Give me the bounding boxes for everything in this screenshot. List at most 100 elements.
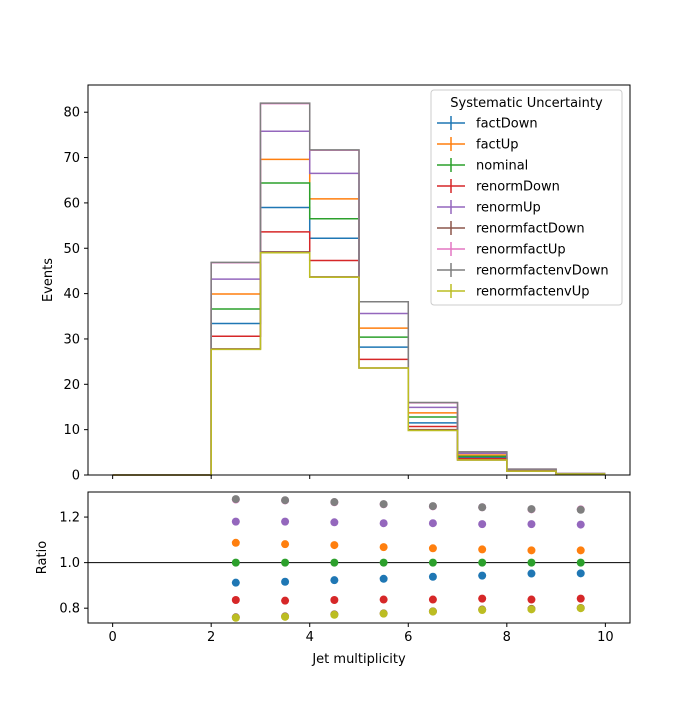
ratio-x-tick-label: 2 — [207, 630, 215, 645]
ratio-panel: 0 2 4 6 8 10 0.8 1.0 1.2 Ratio Jet multiplicity — [35, 491, 631, 667]
ratio-points-group — [231, 495, 585, 622]
ratio-point — [428, 558, 437, 567]
legend-item-renormfactUp: renormfactUp — [437, 242, 566, 258]
ratio-point — [231, 578, 240, 587]
ratio-series-renormUp — [231, 517, 585, 529]
ratio-y-tick-label: 1.2 — [59, 511, 80, 526]
ratio-point — [330, 558, 339, 567]
main-y-tick-label: 10 — [63, 423, 80, 438]
ratio-point — [330, 595, 339, 604]
ratio-point — [379, 609, 388, 618]
legend-item-renormfactenvDown: renormfactenvDown — [437, 263, 609, 279]
ratio-point — [428, 607, 437, 616]
ratio-point — [281, 517, 290, 526]
legend-label: renormfactDown — [476, 222, 585, 237]
ratio-y-tick-label: 1.0 — [59, 556, 80, 571]
x-axis-label: Jet multiplicity — [311, 652, 406, 667]
ratio-axes-frame — [87, 491, 631, 624]
legend-label: factUp — [476, 138, 519, 153]
series-step-renormfactenvDown — [112, 102, 606, 476]
ratio-point — [379, 519, 388, 528]
ratio-x-tick-label: 4 — [306, 630, 314, 645]
ratio-point — [576, 569, 585, 578]
main-y-tick-label: 80 — [63, 106, 80, 121]
ratio-point — [379, 543, 388, 552]
legend-label: renormfactenvUp — [476, 285, 590, 300]
ratio-point — [330, 610, 339, 619]
ratio-point — [478, 558, 487, 567]
main-y-axis-label: Events — [41, 258, 56, 302]
main-panel: 0 10 20 30 40 50 60 70 80 Events Systematic Uncert… — [41, 84, 631, 484]
ratio-point — [231, 613, 240, 622]
ratio-point — [231, 558, 240, 567]
ratio-series-factUp — [231, 538, 585, 555]
legend-label: renormDown — [476, 180, 560, 195]
legend: Systematic Uncertainty factDown factUp nomi… — [430, 89, 623, 306]
ratio-x-tick-label: 8 — [503, 630, 511, 645]
ratio-point — [478, 571, 487, 580]
legend-item-nominal: nominal — [437, 158, 528, 174]
ratio-point — [576, 505, 585, 514]
main-y-tick-label: 40 — [63, 287, 80, 302]
ratio-point — [281, 596, 290, 605]
main-axes-frame — [87, 84, 631, 476]
main-y-tick-label: 20 — [63, 378, 80, 393]
ratio-point — [527, 505, 536, 514]
ratio-series-renormDown — [231, 594, 585, 605]
ratio-series-renormfactenvDown — [231, 495, 585, 514]
main-y-tick-label: 30 — [63, 332, 80, 347]
legend-item-renormfactDown: renormfactDown — [437, 221, 585, 237]
legend-label: renormfactUp — [476, 243, 566, 258]
ratio-x-tick-label: 10 — [597, 630, 614, 645]
legend-item-renormUp: renormUp — [437, 200, 541, 216]
main-y-tick-label: 50 — [63, 242, 80, 257]
ratio-point — [576, 594, 585, 603]
ratio-point — [281, 558, 290, 567]
ratio-point — [428, 502, 437, 511]
ratio-series-nominal — [231, 558, 585, 567]
legend-title: Systematic Uncertainty — [450, 96, 603, 111]
legend-item-factDown: factDown — [437, 116, 538, 132]
ratio-point — [330, 541, 339, 550]
ratio-point — [428, 519, 437, 528]
legend-item-factUp: factUp — [437, 137, 519, 153]
series-step-renormfactenvUp — [112, 252, 606, 476]
ratio-point — [281, 496, 290, 505]
ratio-x-tick-label: 0 — [108, 630, 116, 645]
ratio-point — [527, 546, 536, 555]
main-y-tick-label: 70 — [63, 151, 80, 166]
ratio-plot-area — [88, 492, 630, 623]
ratio-point — [379, 595, 388, 604]
ratio-point — [527, 595, 536, 604]
ratio-series-factDown — [231, 569, 585, 587]
ratio-point — [231, 538, 240, 547]
ratio-point — [576, 604, 585, 613]
ratio-point — [478, 606, 487, 615]
ratio-point — [428, 544, 437, 553]
ratio-x-tick-label: 6 — [404, 630, 412, 645]
legend-frame — [430, 89, 623, 306]
ratio-point — [527, 558, 536, 567]
legend-label: renormUp — [476, 201, 541, 216]
ratio-y-axis-label: Ratio — [35, 541, 50, 574]
ratio-point — [281, 577, 290, 586]
ratio-point — [527, 569, 536, 578]
legend-item-renormfactenvUp: renormfactenvUp — [437, 284, 590, 300]
legend-item-renormDown: renormDown — [437, 179, 560, 195]
ratio-point — [330, 576, 339, 585]
ratio-point — [281, 540, 290, 549]
ratio-point — [379, 558, 388, 567]
ratio-point — [231, 595, 240, 604]
ratio-point — [330, 498, 339, 507]
legend-label: factDown — [476, 117, 538, 132]
ratio-point — [428, 572, 437, 581]
ratio-point — [478, 503, 487, 512]
main-y-tick-label: 0 — [72, 469, 80, 484]
main-y-tick-label: 60 — [63, 196, 80, 211]
ratio-point — [478, 520, 487, 529]
ratio-point — [379, 574, 388, 583]
ratio-point — [330, 518, 339, 527]
ratio-point — [478, 594, 487, 603]
